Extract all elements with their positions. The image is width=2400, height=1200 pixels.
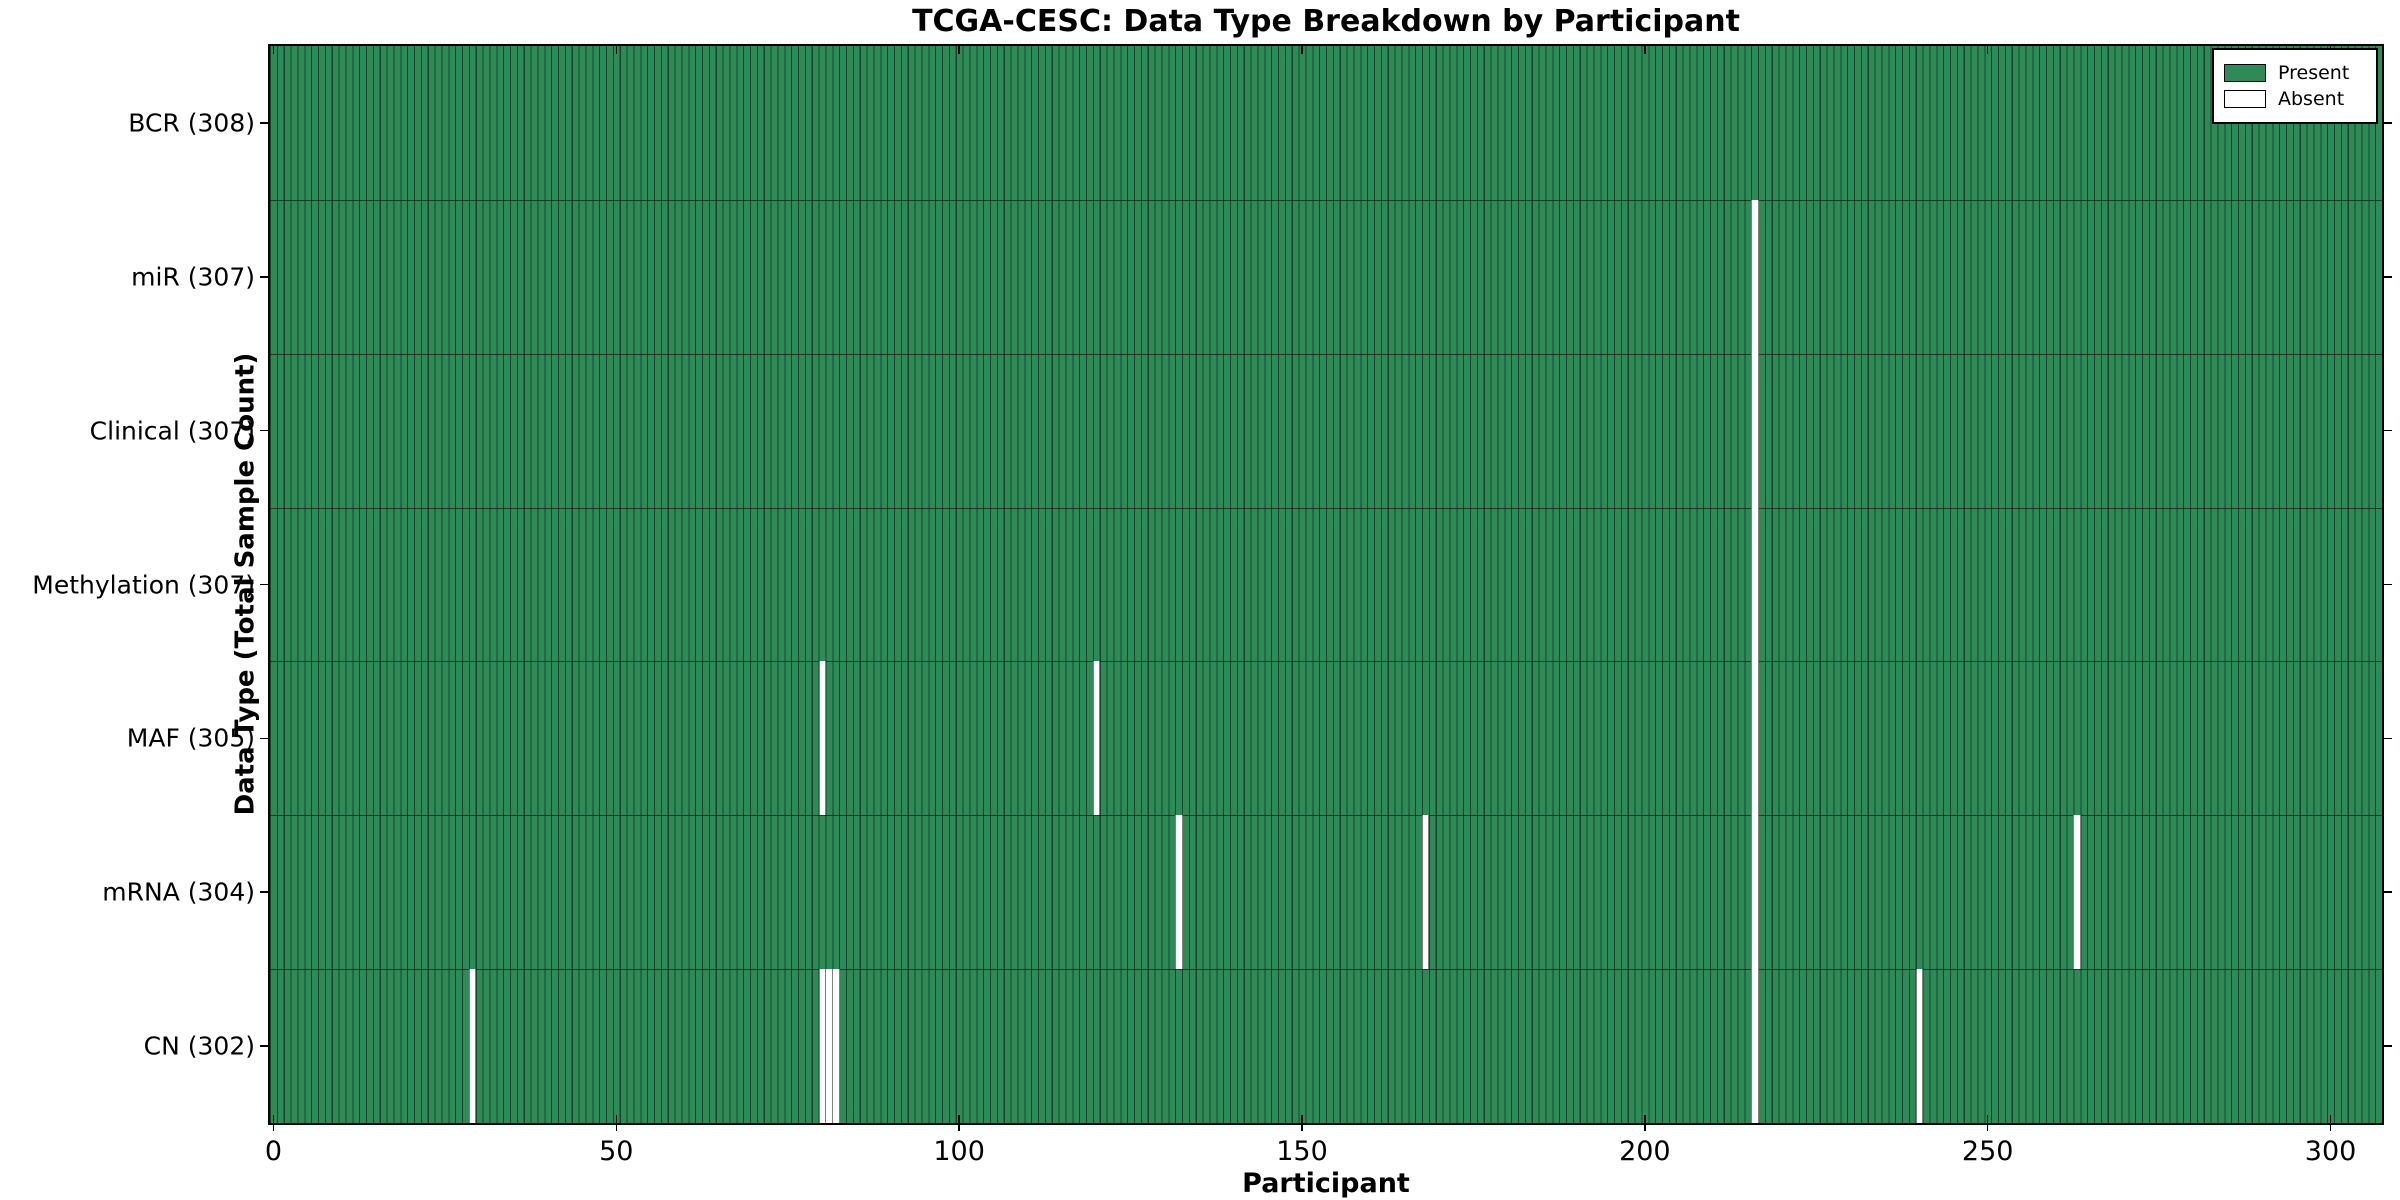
x-tick-mark <box>2329 1115 2332 1131</box>
absent-stripe <box>2073 815 2081 970</box>
x-tick-label: 100 <box>933 1136 985 1167</box>
x-tick-mark <box>615 1115 618 1131</box>
x-tick-mark <box>1644 46 1646 54</box>
absent-stripe <box>818 661 827 816</box>
legend-entry-present: Present <box>2224 62 2366 84</box>
row-separator <box>270 507 2382 509</box>
x-tick-label: 200 <box>1619 1136 1671 1167</box>
y-tick-mark <box>260 737 270 740</box>
y-tick-mark <box>2382 122 2392 124</box>
absent-stripe <box>1751 661 1759 816</box>
y-tick-mark <box>2382 429 2392 432</box>
row-separator <box>270 661 2382 663</box>
absent-stripe <box>1422 815 1430 970</box>
legend-label: Present <box>2278 62 2350 84</box>
x-axis-label: Participant <box>1242 1168 1410 1199</box>
x-tick-mark <box>1986 1115 1989 1131</box>
y-tick-mark <box>260 891 270 893</box>
y-tick-mark <box>260 1045 270 1047</box>
x-tick-mark <box>1301 46 1303 54</box>
x-tick-mark <box>958 1115 960 1131</box>
y-tick-mark <box>260 276 270 278</box>
absent-stripe <box>1751 969 1759 1123</box>
absent-stripe <box>468 969 477 1123</box>
x-tick-mark <box>272 46 275 54</box>
x-tick-mark <box>958 46 960 54</box>
absent-stripe <box>1751 507 1759 662</box>
row-separator <box>270 353 2382 355</box>
x-tick-label: 150 <box>1276 1136 1328 1167</box>
row-separator <box>270 199 2382 201</box>
row-separator <box>270 969 2382 971</box>
legend-entry-absent: Absent <box>2224 88 2366 110</box>
y-tick-mark <box>260 122 270 124</box>
plot-area <box>270 46 2382 1123</box>
absent-stripe <box>1751 199 1759 354</box>
x-tick-label: 50 <box>599 1136 634 1167</box>
x-tick-label: 300 <box>2304 1136 2357 1167</box>
absent-stripe <box>1751 353 1759 508</box>
x-tick-mark <box>615 46 618 54</box>
y-tick-mark <box>2382 737 2392 740</box>
row-separator <box>270 815 2382 817</box>
legend-swatch-present <box>2224 64 2266 82</box>
absent-stripe <box>832 969 840 1123</box>
y-tick-label: Methylation (307) <box>32 570 255 599</box>
absent-stripe <box>1751 815 1759 970</box>
y-tick-mark <box>260 429 270 432</box>
x-tick-label: 250 <box>1961 1136 2014 1167</box>
y-tick-label: CN (302) <box>143 1031 255 1061</box>
legend-swatch-absent <box>2224 90 2266 108</box>
x-tick-mark <box>272 1115 275 1131</box>
y-tick-mark <box>260 583 270 586</box>
x-tick-label: 0 <box>264 1136 283 1167</box>
chart-title: TCGA-CESC: Data Type Breakdown by Partic… <box>912 4 1740 39</box>
absent-stripe <box>1915 969 1924 1123</box>
x-tick-mark <box>1301 1115 1303 1131</box>
x-tick-mark <box>1986 46 1989 54</box>
x-tick-mark <box>1644 1115 1646 1131</box>
legend: Present Absent <box>2212 48 2378 124</box>
y-tick-mark <box>2382 276 2392 278</box>
absent-stripe <box>1175 815 1183 970</box>
y-tick-label: BCR (308) <box>128 108 255 138</box>
y-tick-mark <box>2382 583 2392 586</box>
y-tick-label: mRNA (304) <box>102 877 255 907</box>
legend-label: Absent <box>2278 88 2345 110</box>
y-tick-mark <box>2382 891 2392 893</box>
y-tick-label: miR (307) <box>131 262 255 292</box>
y-tick-mark <box>2382 1045 2392 1047</box>
y-tick-label: Clinical (307) <box>89 416 255 446</box>
y-tick-label: MAF (305) <box>126 723 255 753</box>
absent-stripe <box>1092 661 1101 816</box>
